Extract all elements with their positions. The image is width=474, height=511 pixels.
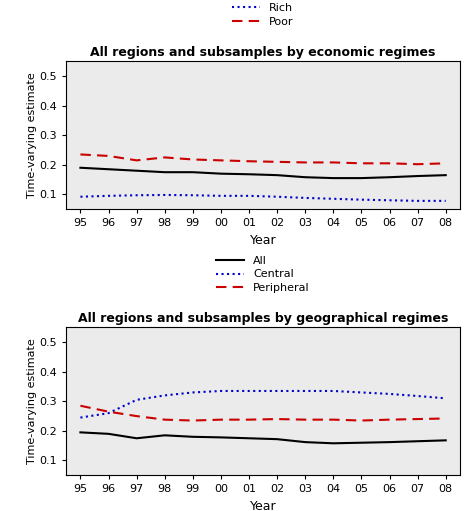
X-axis label: Year: Year (250, 234, 276, 247)
Title: All regions and subsamples by economic regimes: All regions and subsamples by economic r… (91, 46, 436, 59)
Legend: All, Central, Peripheral: All, Central, Peripheral (212, 251, 314, 297)
Y-axis label: Time-varying estimate: Time-varying estimate (27, 338, 37, 464)
Title: All regions and subsamples by geographical regimes: All regions and subsamples by geographic… (78, 312, 448, 325)
Legend: All, Rich, Poor: All, Rich, Poor (228, 0, 298, 31)
Y-axis label: Time-varying estimate: Time-varying estimate (27, 73, 37, 198)
X-axis label: Year: Year (250, 500, 276, 511)
